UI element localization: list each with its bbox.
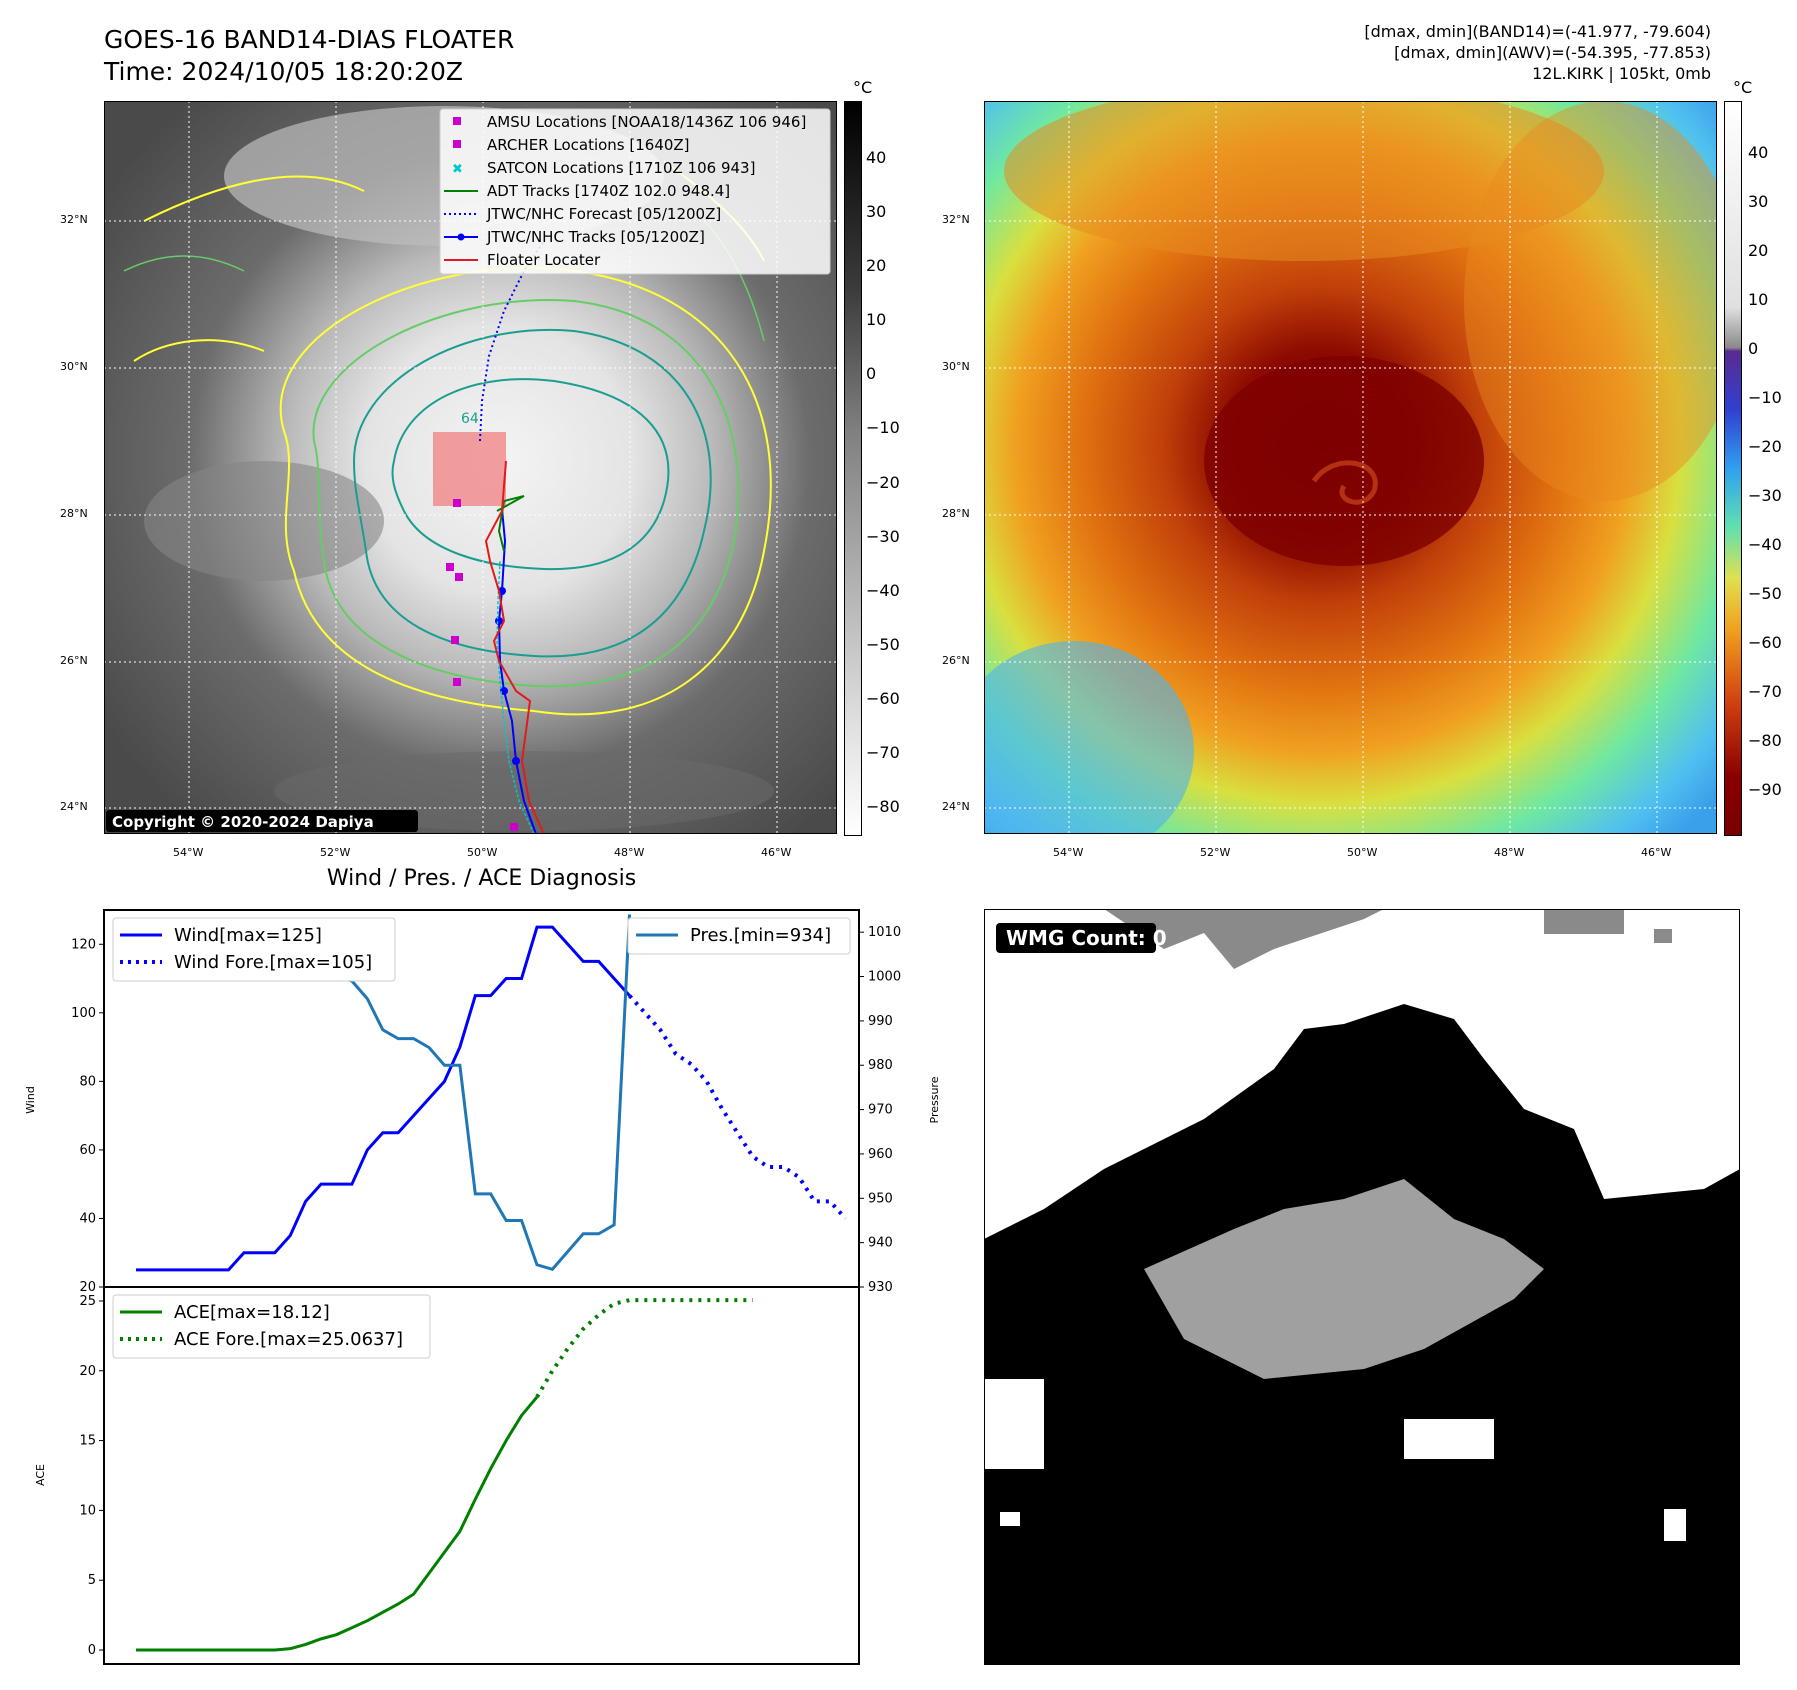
lon-label-54w: 54°W bbox=[173, 846, 204, 859]
wind-tick: 20 bbox=[79, 1280, 96, 1295]
ace-axis-label: ACE bbox=[34, 1464, 47, 1486]
legend-amsu: AMSU Locations [NOAA18/1436Z 106 946] bbox=[487, 113, 806, 131]
legend-floater: Floater Locater bbox=[487, 251, 601, 269]
ace-tick: 0 bbox=[88, 1643, 96, 1658]
awv-lat-label-32n: 32°N bbox=[942, 213, 970, 226]
ace-tick: 15 bbox=[79, 1434, 96, 1449]
legend-jtwc-forecast: JTWC/NHC Forecast [05/1200Z] bbox=[486, 205, 721, 223]
awv-lon-label-48w: 48°W bbox=[1494, 846, 1525, 859]
ace-tick: 20 bbox=[79, 1364, 96, 1379]
diagnosis-title: Wind / Pres. / ACE Diagnosis bbox=[326, 866, 637, 891]
legend-jtwc-tracks: JTWC/NHC Tracks [05/1200Z] bbox=[486, 228, 705, 246]
legend-wind: Wind[max=125] bbox=[174, 925, 322, 946]
awv-lat-label-26n: 26°N bbox=[942, 654, 970, 667]
copyright-badge bbox=[106, 810, 418, 832]
ace-legend bbox=[112, 1294, 431, 1359]
awv-lon-label-50w: 50°W bbox=[1347, 846, 1378, 859]
legend-wind-fore: Wind Fore.[max=105] bbox=[174, 952, 372, 973]
legend-archer: ARCHER Locations [1640Z] bbox=[487, 136, 690, 154]
archer-points bbox=[446, 499, 518, 831]
pressure-axis-label: Pressure bbox=[928, 1076, 941, 1123]
awv-lat-label-30n: 30°N bbox=[942, 360, 970, 373]
legend-pressure: Pres.[min=934] bbox=[690, 925, 831, 946]
legend-satcon: SATCON Locations [1710Z 106 943] bbox=[487, 159, 755, 177]
info-storm: 12L.KIRK | 105kt, 0mb bbox=[1532, 64, 1711, 83]
wind-tick: 120 bbox=[71, 937, 96, 952]
lat-label-30n: 30°N bbox=[60, 360, 88, 373]
pressure-legend bbox=[627, 917, 851, 955]
info-awv: [dmax, dmin](AWV)=(-54.395, -77.853) bbox=[1394, 43, 1711, 62]
wind-tick: 60 bbox=[79, 1143, 96, 1158]
pressure-tick: 990 bbox=[868, 1014, 893, 1029]
diagnosis-chart: 1201008060402010101000990980970960950940… bbox=[24, 909, 941, 1665]
wmg-panel: WMG Count: 0 bbox=[984, 909, 1740, 1665]
series-wind bbox=[136, 925, 631, 1272]
ace-tick: 5 bbox=[88, 1573, 96, 1588]
wind-tick: 100 bbox=[71, 1006, 96, 1021]
awv-lon-label-54w: 54°W bbox=[1053, 846, 1084, 859]
left-colorbar-unit: °C bbox=[853, 78, 873, 97]
ace-tick: 25 bbox=[79, 1294, 96, 1309]
pressure-tick: 1010 bbox=[868, 925, 901, 940]
left-colorbar bbox=[844, 101, 862, 836]
ir-legend bbox=[439, 108, 831, 275]
pressure-tick: 940 bbox=[868, 1236, 893, 1251]
wmg-count-label: WMG Count: 0 bbox=[1006, 926, 1167, 950]
ir-map: 64 AMSU Locations [NOAA18/1436Z 106 946]… bbox=[104, 101, 837, 834]
lon-label-46w: 46°W bbox=[761, 846, 792, 859]
pressure-tick: 970 bbox=[868, 1103, 893, 1118]
figure-time: Time: 2024/10/05 18:20:20Z bbox=[104, 57, 463, 86]
legend-ace: ACE[max=18.12] bbox=[174, 1302, 330, 1323]
awv-gridlines bbox=[984, 101, 1717, 834]
pressure-tick: 950 bbox=[868, 1191, 893, 1206]
series-wind-fore- bbox=[628, 994, 847, 1220]
copyright-text: Copyright © 2020-2024 Dapiya bbox=[112, 813, 374, 831]
lat-label-26n: 26°N bbox=[60, 654, 88, 667]
legend-ace-fore: ACE Fore.[max=25.0637] bbox=[174, 1329, 403, 1350]
awv-map bbox=[984, 101, 1717, 834]
lat-label-32n: 32°N bbox=[60, 213, 88, 226]
awv-lat-label-28n: 28°N bbox=[942, 507, 970, 520]
svg-text:✖: ✖ bbox=[452, 162, 463, 177]
lon-label-48w: 48°W bbox=[614, 846, 645, 859]
wind-axis-label: Wind bbox=[24, 1086, 37, 1114]
lon-label-52w: 52°W bbox=[320, 846, 351, 859]
wind-tick: 40 bbox=[79, 1211, 96, 1226]
ace-tick: 10 bbox=[79, 1503, 96, 1518]
awv-lat-label-24n: 24°N bbox=[942, 800, 970, 813]
contour-label: 64 bbox=[461, 411, 479, 427]
lat-label-28n: 28°N bbox=[60, 507, 88, 520]
series-ace-fore- bbox=[535, 1298, 753, 1399]
ace-axes-frame bbox=[103, 1286, 860, 1665]
lat-label-24n: 24°N bbox=[60, 800, 88, 813]
wmg-count-badge bbox=[996, 923, 1156, 953]
lon-label-50w: 50°W bbox=[467, 846, 498, 859]
wind-legend bbox=[112, 917, 396, 982]
jtwc-track bbox=[497, 508, 537, 834]
pressure-tick: 930 bbox=[868, 1280, 893, 1295]
adt-track bbox=[496, 495, 525, 552]
right-colorbar-unit: °C bbox=[1733, 78, 1753, 97]
wmg-gray-region bbox=[1144, 1179, 1544, 1379]
floater-track bbox=[484, 460, 545, 834]
awv-lon-label-46w: 46°W bbox=[1641, 846, 1672, 859]
figure-title: GOES-16 BAND14-DIAS FLOATER bbox=[104, 25, 515, 54]
awv-lon-label-52w: 52°W bbox=[1200, 846, 1231, 859]
legend-adt: ADT Tracks [1740Z 102.0 948.4] bbox=[487, 182, 730, 200]
pressure-tick: 960 bbox=[868, 1147, 893, 1162]
wind-tick: 80 bbox=[79, 1074, 96, 1089]
floater-locater-box bbox=[433, 432, 506, 506]
right-colorbar bbox=[1724, 101, 1742, 836]
info-band14: [dmax, dmin](BAND14)=(-41.977, -79.604) bbox=[1364, 22, 1711, 41]
pressure-tick: 1000 bbox=[868, 970, 901, 985]
pressure-tick: 980 bbox=[868, 1058, 893, 1073]
satcon-track bbox=[496, 560, 535, 834]
series-ace bbox=[136, 1396, 539, 1652]
